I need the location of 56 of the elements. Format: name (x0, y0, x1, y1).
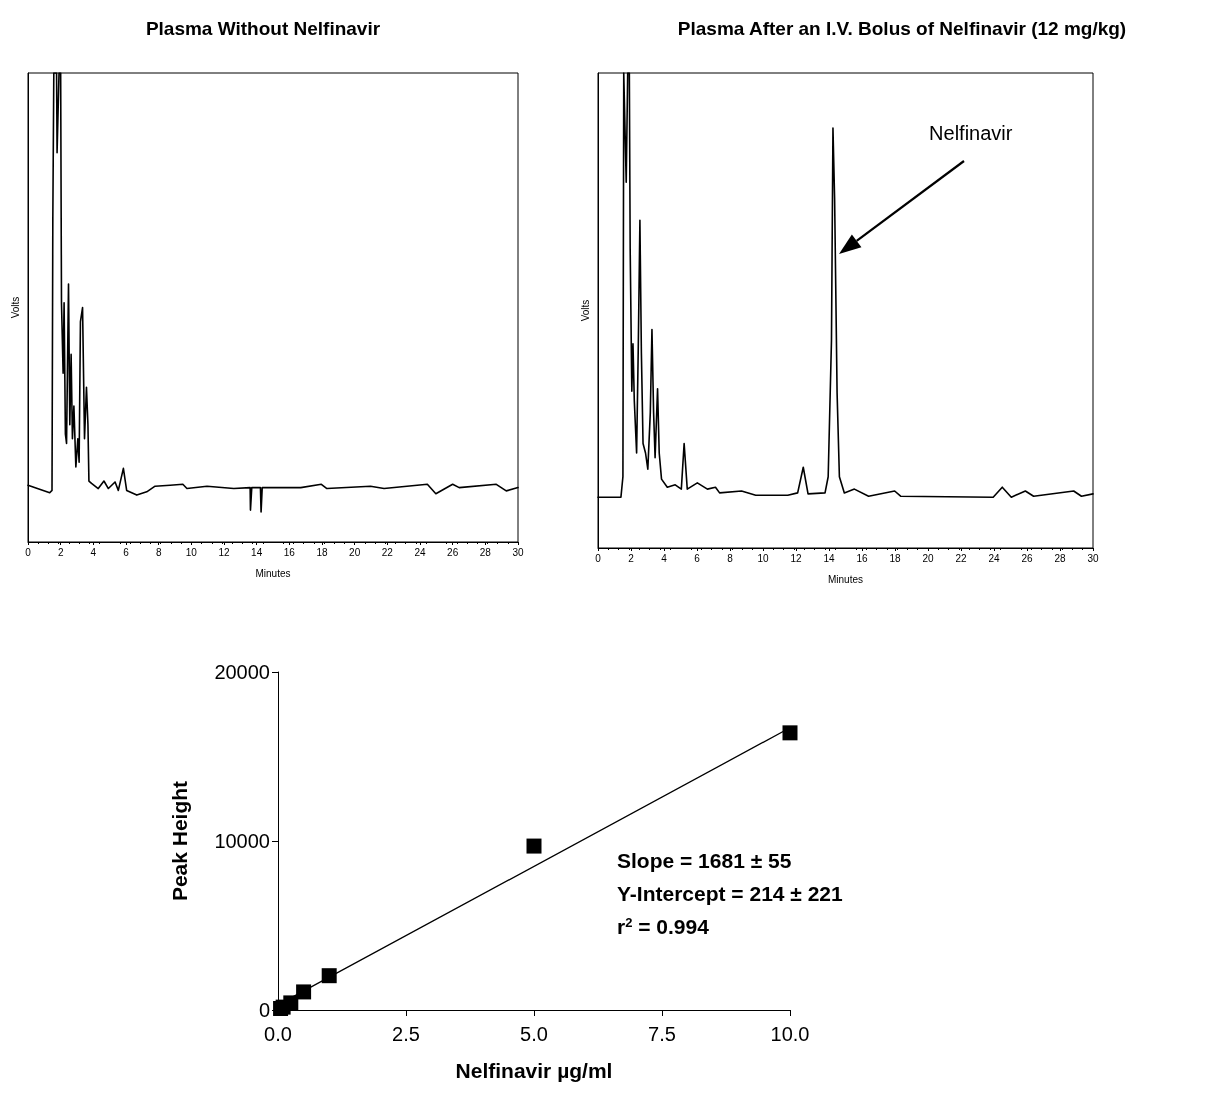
x-tick-label: 2 (628, 552, 635, 564)
x-axis-title: Minutes (255, 567, 291, 579)
x-tick-label: 10.0 (770, 1023, 810, 1045)
point (782, 725, 798, 741)
x-tick-label: 2 (57, 546, 64, 558)
y-tick-label: 10000 (214, 830, 270, 852)
x-tick-label: 26 (1021, 552, 1033, 564)
x-tick-label: 12 (218, 546, 230, 558)
x-tick-label: 0.0 (264, 1023, 292, 1045)
y-tick-label: 20000 (214, 661, 270, 683)
x-axis-title: Minutes (827, 573, 864, 585)
x-tick-label: 7.5 (648, 1023, 676, 1045)
x-tick-label: 28 (479, 546, 492, 558)
y-tick-label: 0 (258, 999, 270, 1021)
y-axis-title: Volts (579, 299, 591, 322)
point (296, 984, 312, 1000)
x-tick-label: 12 (790, 552, 802, 564)
x-tick-label: 30 (512, 546, 524, 558)
x-tick-label: 5.0 (520, 1023, 548, 1045)
x-tick-label: 0 (25, 546, 32, 558)
x-tick-label: 14 (823, 552, 835, 564)
x-tick-label: 30 (1087, 552, 1099, 564)
chart-title: Plasma After an I.V. Bolus of Nelfinavir (12 mg/kg) (677, 18, 1127, 39)
x-axis-title: Nelfinavir µg/ml (455, 1059, 613, 1082)
x-tick-label: 4 (90, 546, 97, 558)
x-tick-label: 14 (251, 546, 263, 558)
x-tick-label: 16 (856, 552, 868, 564)
chart-title: Plasma Without Nelfinavir (145, 18, 381, 39)
x-tick-label: 24 (988, 552, 1000, 564)
x-tick-label: 24 (414, 546, 426, 558)
x-tick-label: 22 (381, 546, 394, 558)
y-axis-title: Volts (9, 296, 21, 319)
annotation: Y-Intercept = 214 ± 221 (617, 882, 844, 905)
x-tick-label: 18 (316, 546, 328, 558)
x-tick-label: 0 (595, 552, 602, 564)
x-tick-label: 8 (155, 546, 162, 558)
point (321, 968, 337, 984)
x-tick-label: 4 (661, 552, 668, 564)
x-tick-label: 8 (727, 552, 734, 564)
annotation: Nelfinavir (929, 121, 1013, 144)
x-tick-label: 10 (757, 552, 769, 564)
x-tick-label: 2.5 (392, 1023, 420, 1045)
point (526, 838, 542, 854)
point (283, 995, 299, 1011)
x-tick-label: 20 (922, 552, 934, 564)
x-tick-label: 10 (185, 546, 198, 558)
x-tick-label: 6 (123, 546, 130, 558)
annotation: Slope = 1681 ± 55 (617, 849, 792, 872)
x-tick-label: 26 (447, 546, 459, 558)
x-tick-label: 18 (889, 552, 901, 564)
x-tick-label: 16 (283, 546, 296, 558)
x-tick-label: 28 (1054, 552, 1066, 564)
x-tick-label: 22 (955, 552, 967, 564)
y-axis-title: Peak Height (168, 780, 191, 902)
x-tick-label: 20 (349, 546, 361, 558)
x-tick-label: 6 (694, 552, 701, 564)
